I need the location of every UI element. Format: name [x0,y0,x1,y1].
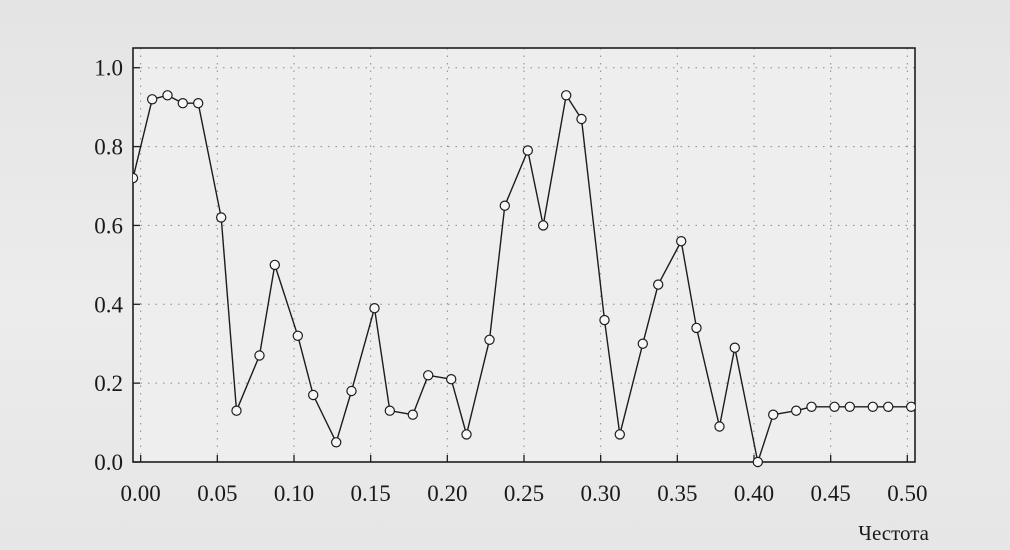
x-tick-label: 0.40 [734,481,774,506]
data-point [676,235,687,247]
data-point [614,429,626,440]
data-point [844,401,856,412]
y-tick-label: 0.2 [94,371,123,396]
data-point [369,303,380,314]
data-point [714,421,725,432]
data-point [752,456,764,468]
data-point [346,385,357,397]
plot-area [133,48,915,462]
data-point [308,389,319,401]
data-point [538,220,549,231]
data-point [867,401,879,412]
x-tick-label: 0.00 [121,481,161,506]
data-point [269,259,280,271]
data-point [192,97,204,109]
x-tick-label: 0.20 [427,481,467,506]
data-point [768,409,779,420]
data-point [729,342,741,353]
x-tick-label: 0.35 [657,481,697,506]
y-tick-label: 0.4 [94,292,123,317]
y-tick-label: 0.8 [94,135,123,160]
x-tick-label: 0.50 [887,481,927,506]
data-point [177,97,188,109]
data-point [576,113,587,125]
data-point [423,370,434,381]
data-point [133,172,139,184]
data-point [331,437,342,448]
x-tick-label: 0.25 [504,481,544,506]
x-tick-label: 0.45 [811,481,851,506]
data-point [653,279,664,290]
x-tick-label: 0.05 [197,481,237,506]
data-point [146,94,158,105]
data-point [829,401,840,412]
data-point [883,401,894,412]
data-point [215,212,227,223]
data-point [906,401,915,412]
data-point [599,314,610,326]
data-point [522,145,534,156]
data-point [484,334,495,345]
data-point [791,405,802,416]
x-tick-label: 0.15 [351,481,391,506]
data-point [806,401,817,412]
data-point [446,374,457,385]
data-point [162,90,173,101]
x-tick-label: 0.30 [581,481,621,506]
data-point [384,405,395,416]
y-tick-label: 0.0 [94,450,123,475]
x-tick-label: 0.10 [274,481,314,506]
data-point [292,330,303,341]
x-axis-title: Честота [858,521,929,545]
data-point [499,200,510,211]
series-group [133,90,915,468]
y-tick-label: 0.6 [94,213,123,238]
data-point [231,405,242,416]
data-point [691,322,702,334]
data-point [407,409,418,420]
data-point [637,338,649,349]
y-tick-label: 1.0 [94,56,123,81]
data-point [561,90,572,101]
data-point [254,350,265,361]
data-point [461,429,472,440]
